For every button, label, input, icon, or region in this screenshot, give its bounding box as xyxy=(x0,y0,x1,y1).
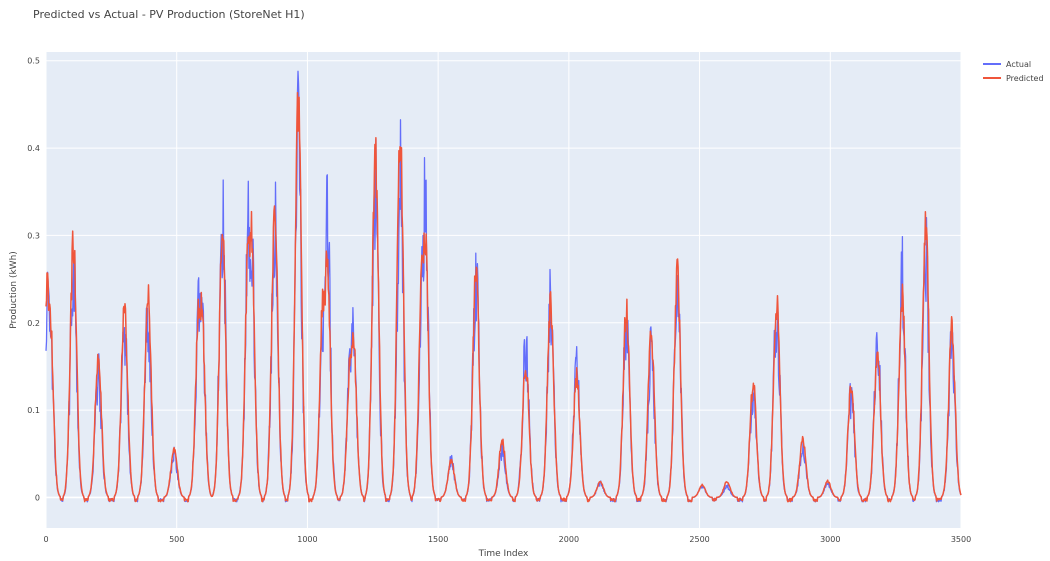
y-tick-label: 0.5 xyxy=(27,57,40,66)
y-tick-label: 0.2 xyxy=(27,319,40,328)
series-line-predicted xyxy=(45,91,962,503)
x-tick-label: 1500 xyxy=(428,535,448,544)
x-axis-title: Time Index xyxy=(478,549,529,559)
y-tick-label: 0.4 xyxy=(27,144,40,153)
legend-label-actual: Actual xyxy=(1006,60,1031,69)
y-axis-ticks: 0 0.1 0.2 0.3 0.4 0.5 xyxy=(27,57,40,503)
series-layer xyxy=(45,70,962,503)
legend-label-predicted: Predicted xyxy=(1006,74,1044,83)
x-tick-label: 2000 xyxy=(559,535,579,544)
x-tick-label: 1000 xyxy=(297,535,317,544)
legend-item-predicted[interactable]: Predicted xyxy=(983,74,1044,83)
x-tick-label: 3000 xyxy=(820,535,840,544)
chart-title: Predicted vs Actual - PV Production (Sto… xyxy=(33,8,305,21)
legend[interactable]: Actual Predicted xyxy=(983,60,1044,83)
y-axis-title: Production (kWh) xyxy=(9,251,19,329)
x-axis-ticks: 0 500 1000 1500 2000 2500 3000 3500 xyxy=(43,535,971,544)
x-tick-label: 3500 xyxy=(951,535,971,544)
legend-item-actual[interactable]: Actual xyxy=(983,60,1031,69)
y-tick-label: 0 xyxy=(35,493,40,502)
y-tick-label: 0.3 xyxy=(27,231,40,240)
x-tick-label: 2500 xyxy=(689,535,709,544)
x-tick-label: 0 xyxy=(43,535,48,544)
x-tick-label: 500 xyxy=(169,535,184,544)
y-tick-label: 0.1 xyxy=(27,406,40,415)
